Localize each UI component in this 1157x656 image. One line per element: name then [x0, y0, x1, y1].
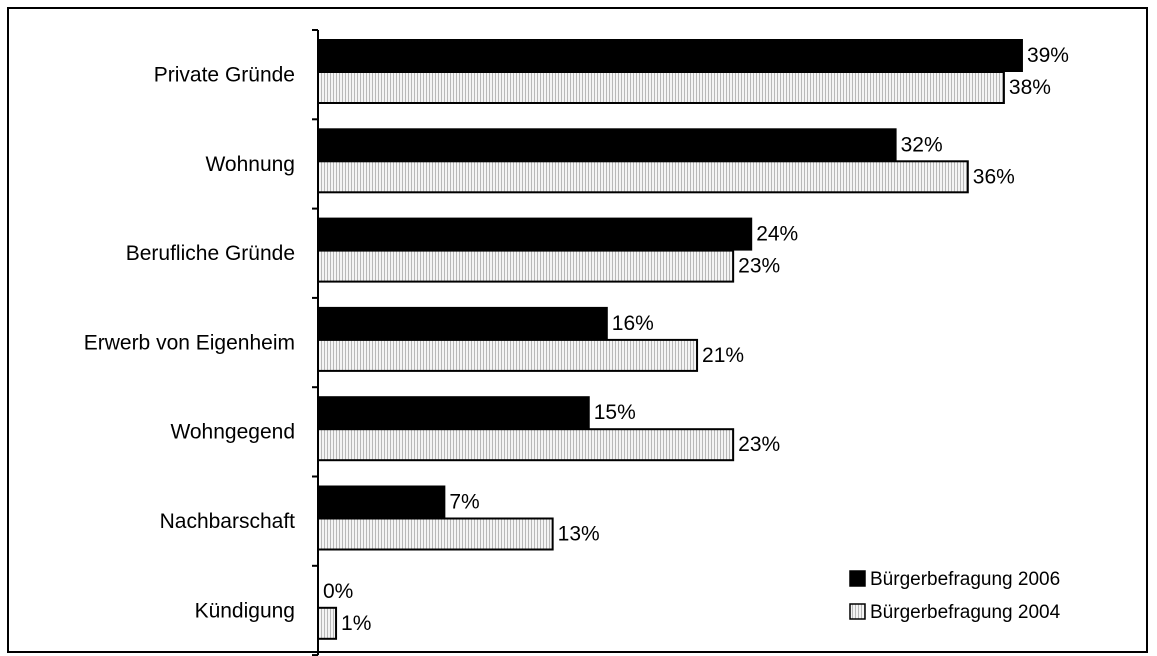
data-label: 38% — [1009, 76, 1051, 99]
category-label: Kündigung — [195, 599, 295, 622]
data-label: 0% — [323, 580, 353, 603]
data-label: 24% — [756, 223, 798, 246]
data-label: 21% — [702, 344, 744, 367]
data-label: 7% — [449, 491, 479, 514]
data-label: 16% — [612, 312, 654, 335]
data-label: 36% — [973, 165, 1015, 188]
category-label: Erwerb von Eigenheim — [84, 331, 295, 354]
bar-2006 — [317, 485, 446, 519]
data-label: 15% — [594, 401, 636, 424]
bar-2004 — [317, 71, 1005, 104]
category-label: Berufliche Gründe — [126, 242, 295, 265]
bar-2006 — [317, 396, 590, 430]
legend-label: Bürgerbefragung 2004 — [870, 602, 1061, 623]
bar-2004 — [317, 160, 969, 194]
bar-2004 — [317, 338, 699, 372]
category-label: Wohngegend — [170, 421, 295, 444]
bar-2006 — [317, 128, 897, 162]
bar-2004 — [317, 606, 338, 640]
legend-label: Bürgerbefragung 2006 — [870, 569, 1060, 590]
category-label: Wohnung — [205, 153, 295, 176]
bar-2004 — [317, 249, 735, 283]
bar-2006 — [317, 217, 753, 251]
legend-swatch-2004 — [849, 603, 866, 620]
category-label: Nachbarschaft — [160, 510, 296, 533]
data-label: 23% — [738, 255, 780, 278]
data-label: 23% — [738, 433, 780, 456]
bar-2004 — [317, 517, 554, 551]
category-label: Private Gründe — [154, 64, 295, 87]
data-label: 32% — [901, 133, 943, 156]
legend-swatch-2006 — [849, 570, 866, 587]
bar-2004 — [317, 428, 735, 462]
bar-2006 — [317, 39, 1023, 72]
data-label: 13% — [558, 523, 600, 546]
data-label: 39% — [1027, 44, 1069, 67]
bar-2006 — [317, 306, 608, 340]
data-label: 1% — [341, 612, 371, 635]
